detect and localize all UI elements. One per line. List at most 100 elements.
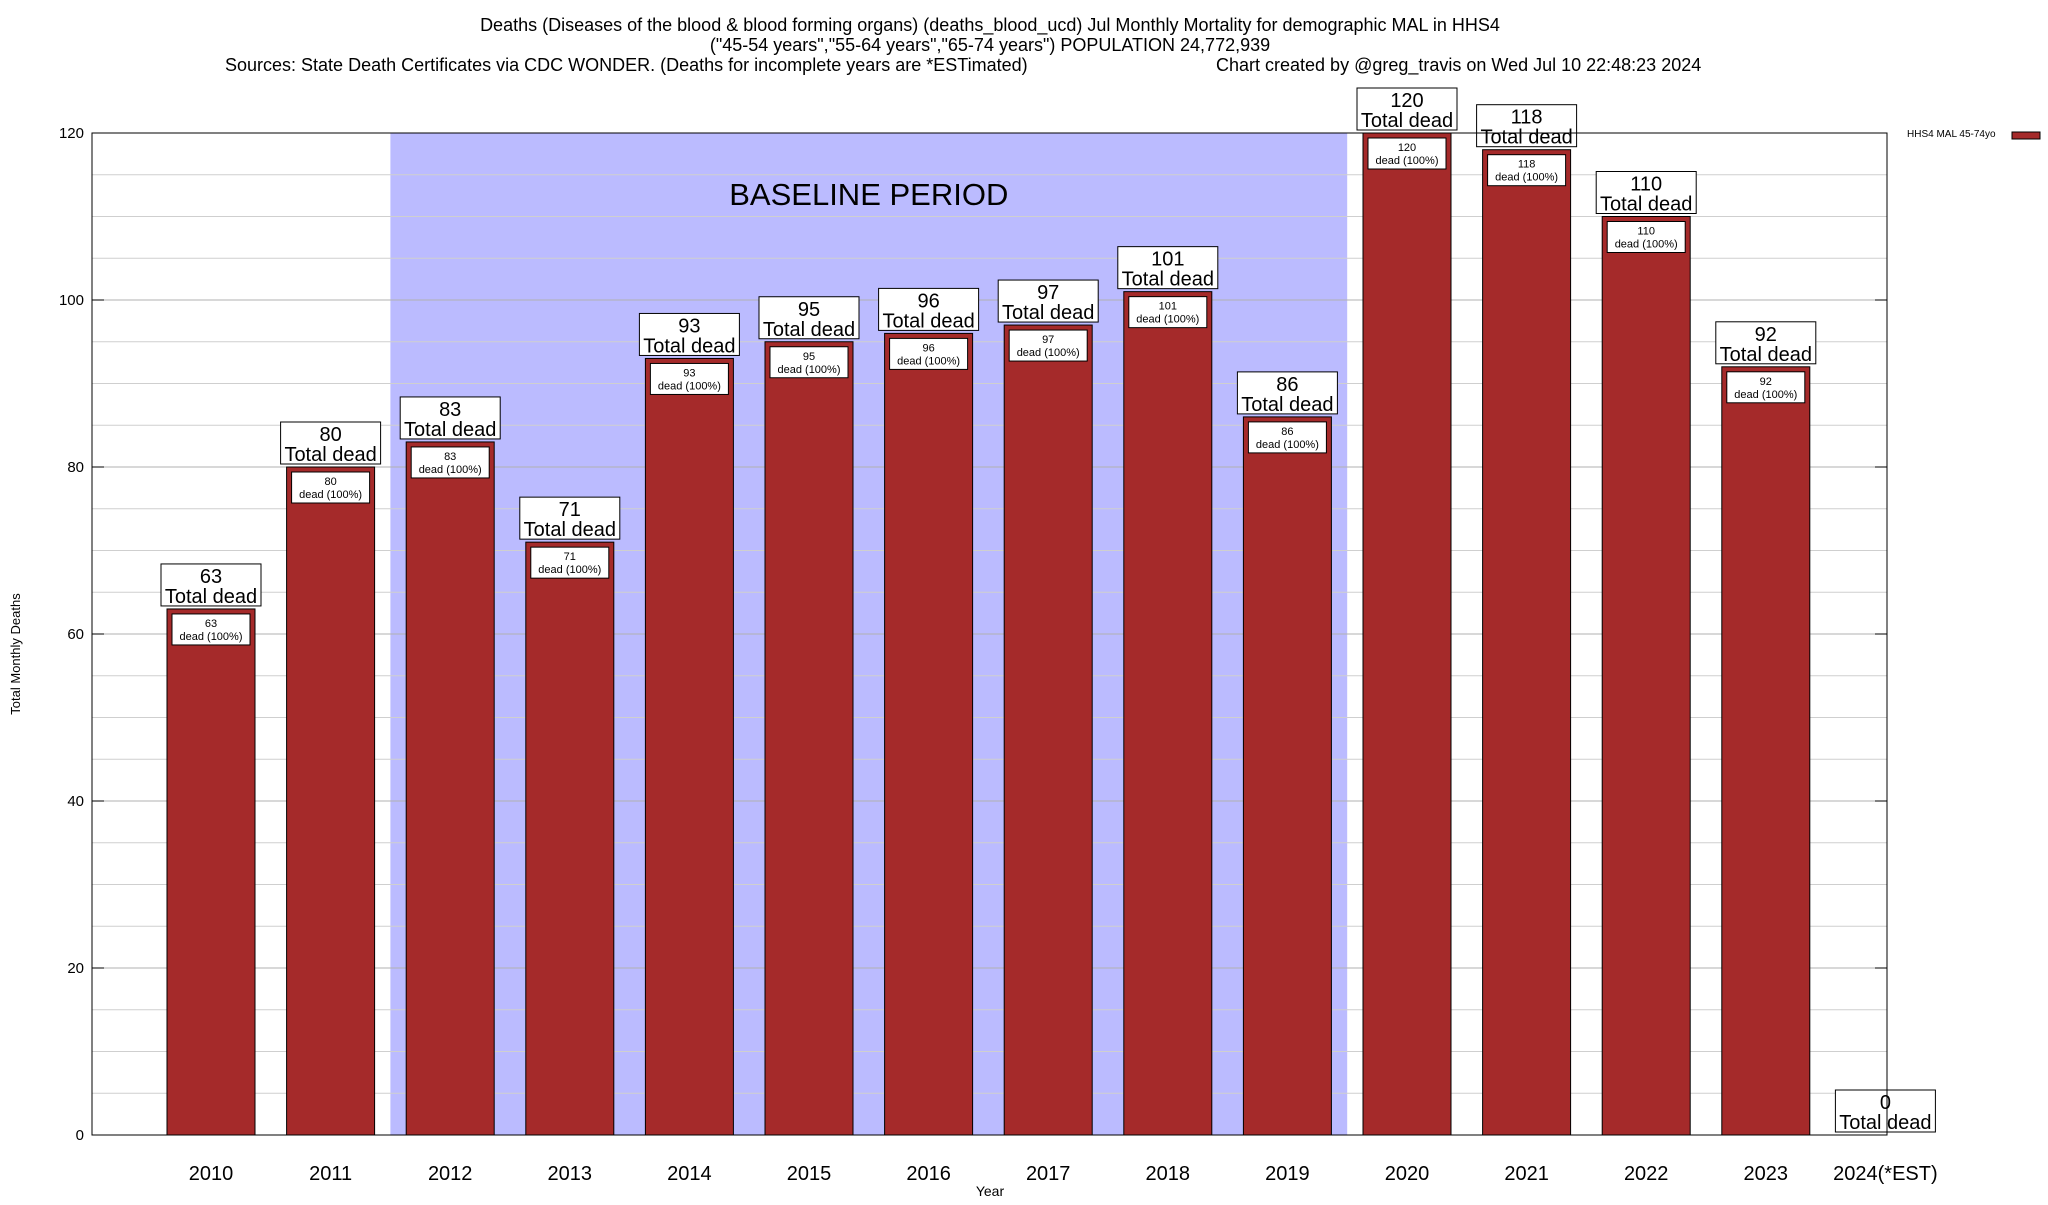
inner-label-box bbox=[530, 546, 610, 579]
total-label-box bbox=[399, 396, 501, 440]
inner-text-label: dead (100%) bbox=[1136, 314, 1199, 326]
total-text-label: Total dead bbox=[524, 519, 616, 541]
inner-label-box bbox=[171, 613, 251, 646]
inner-value-label: 86 bbox=[1281, 426, 1293, 438]
inner-value-label: 120 bbox=[1398, 142, 1416, 154]
total-text-label: Total dead bbox=[882, 310, 974, 332]
inner-label-box bbox=[1128, 296, 1208, 329]
y-tick-label: 100 bbox=[59, 292, 84, 309]
inner-value-label: 71 bbox=[564, 551, 576, 563]
bar bbox=[1601, 216, 1691, 1136]
baseline-label: BASELINE PERIOD bbox=[729, 177, 1008, 212]
chart-credit: Chart created by @greg_travis on Wed Jul… bbox=[1216, 55, 1701, 76]
total-text-label: Total dead bbox=[763, 319, 855, 341]
inner-value-label: 97 bbox=[1042, 334, 1054, 346]
chart-title-line-3: Sources: State Death Certificates via CD… bbox=[225, 55, 1028, 75]
x-tick-label: 2016 bbox=[906, 1163, 951, 1185]
inner-text-label: dead (100%) bbox=[658, 380, 721, 392]
bar bbox=[405, 441, 495, 1136]
legend-swatch bbox=[2011, 131, 2041, 140]
inner-text-label: dead (100%) bbox=[1017, 347, 1080, 359]
total-text-label: Total dead bbox=[1241, 394, 1333, 416]
bar bbox=[1123, 291, 1213, 1136]
inner-text-label: dead (100%) bbox=[538, 564, 601, 576]
total-text-label: Total dead bbox=[284, 444, 376, 466]
inner-label-box bbox=[889, 337, 969, 370]
y-tick-label: 40 bbox=[67, 793, 84, 810]
x-tick-label: 2017 bbox=[1026, 1163, 1071, 1185]
x-tick-label: 2019 bbox=[1265, 1163, 1310, 1185]
y-tick-label: 80 bbox=[67, 459, 84, 476]
x-tick-label: 2010 bbox=[189, 1163, 234, 1185]
x-tick-label: 2020 bbox=[1385, 1163, 1430, 1185]
inner-text-label: dead (100%) bbox=[1256, 439, 1319, 451]
y-tick-label: 60 bbox=[67, 626, 84, 643]
total-text-label: Total dead bbox=[1122, 269, 1214, 291]
inner-label-box bbox=[769, 346, 849, 379]
total-value-label: 0 bbox=[1880, 1092, 1891, 1114]
inner-value-label: 118 bbox=[1518, 159, 1536, 171]
total-label-box bbox=[1117, 246, 1219, 290]
total-value-label: 118 bbox=[1511, 107, 1543, 129]
x-tick-label: 2011 bbox=[309, 1163, 352, 1185]
inner-label-box bbox=[1367, 137, 1447, 170]
x-tick-label: 2021 bbox=[1504, 1163, 1549, 1185]
inner-value-label: 63 bbox=[205, 618, 217, 630]
y-tick-label: 20 bbox=[67, 960, 84, 977]
total-value-label: 101 bbox=[1151, 249, 1184, 271]
bar bbox=[1362, 132, 1452, 1136]
inner-value-label: 96 bbox=[922, 342, 934, 354]
x-tick-label: 2014 bbox=[667, 1163, 712, 1185]
inner-text-label: dead (100%) bbox=[1376, 155, 1439, 167]
y-axis-label: Total Monthly Deaths bbox=[8, 593, 23, 715]
total-text-label: Total dead bbox=[643, 335, 735, 357]
total-value-label: 95 bbox=[798, 299, 820, 321]
total-value-label: 92 bbox=[1755, 324, 1777, 346]
bar bbox=[1003, 324, 1093, 1136]
inner-label-box bbox=[1487, 154, 1567, 187]
inner-label-box bbox=[1008, 329, 1088, 362]
total-text-label: Total dead bbox=[1002, 302, 1094, 324]
y-tick-label: 0 bbox=[76, 1127, 84, 1144]
inner-label-box bbox=[649, 362, 729, 395]
total-value-label: 63 bbox=[200, 566, 222, 588]
bar bbox=[1242, 416, 1332, 1136]
x-tick-label: 2015 bbox=[787, 1163, 832, 1185]
total-value-label: 71 bbox=[559, 499, 581, 521]
bar bbox=[644, 357, 734, 1136]
inner-text-label: dead (100%) bbox=[1734, 389, 1797, 401]
inner-label-box bbox=[291, 471, 371, 504]
x-tick-label: 2018 bbox=[1146, 1163, 1191, 1185]
x-tick-label: 2013 bbox=[548, 1163, 593, 1185]
total-text-label: Total dead bbox=[404, 419, 496, 441]
bar bbox=[166, 608, 256, 1136]
total-label-box bbox=[997, 279, 1099, 323]
inner-label-box bbox=[1606, 221, 1686, 253]
bar bbox=[764, 341, 854, 1136]
inner-value-label: 101 bbox=[1159, 301, 1177, 313]
total-label-box bbox=[1595, 171, 1697, 214]
legend-label: HHS4 MAL 45-74yo bbox=[1907, 129, 1996, 140]
inner-text-label: dead (100%) bbox=[1615, 239, 1678, 251]
total-label-box bbox=[1715, 321, 1817, 365]
x-tick-label: 2023 bbox=[1744, 1163, 1789, 1185]
inner-value-label: 110 bbox=[1637, 226, 1655, 238]
chart-title-line-2: ("45-54 years","55-64 years","65-74 year… bbox=[710, 35, 1270, 55]
inner-text-label: dead (100%) bbox=[778, 364, 841, 376]
total-label-box bbox=[1476, 104, 1578, 148]
total-label-box bbox=[519, 496, 621, 540]
bar bbox=[884, 332, 974, 1136]
total-text-label: Total dead bbox=[1839, 1112, 1931, 1134]
x-tick-label: 2024(*EST) bbox=[1833, 1163, 1938, 1185]
bar bbox=[525, 541, 615, 1136]
inner-label-box bbox=[1726, 371, 1806, 404]
bar bbox=[1721, 366, 1811, 1136]
inner-value-label: 93 bbox=[683, 367, 695, 379]
total-label-box bbox=[638, 312, 740, 356]
total-value-label: 83 bbox=[439, 399, 461, 421]
chart-title-line-1: Deaths (Diseases of the blood & blood fo… bbox=[480, 15, 1500, 36]
inner-value-label: 92 bbox=[1760, 376, 1772, 388]
inner-text-label: dead (100%) bbox=[897, 355, 960, 367]
